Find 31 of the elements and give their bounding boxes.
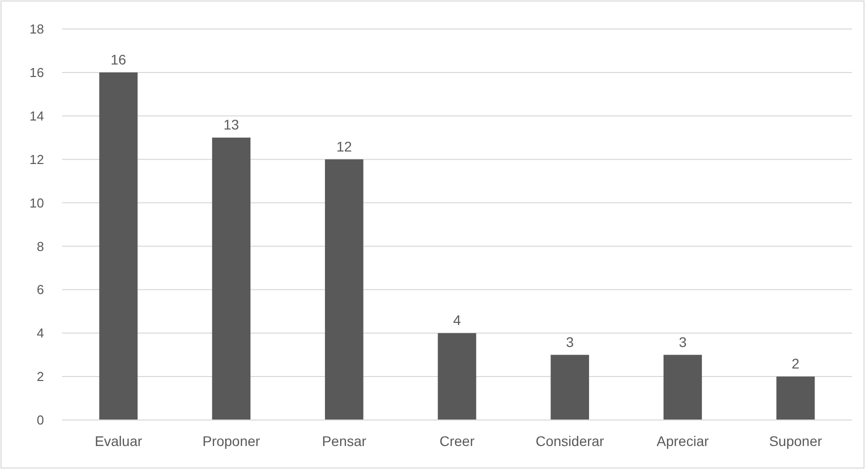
y-tick-label: 12 bbox=[30, 152, 44, 167]
data-label: 12 bbox=[336, 138, 352, 154]
x-tick-label: Apreciar bbox=[656, 433, 710, 449]
bar bbox=[550, 354, 590, 420]
y-tick-label: 8 bbox=[36, 238, 44, 254]
y-tick-label: 18 bbox=[30, 22, 44, 37]
x-tick-label: Creer bbox=[439, 433, 475, 449]
data-label: 3 bbox=[678, 334, 687, 350]
bar bbox=[212, 138, 250, 420]
y-tick-label: 6 bbox=[36, 282, 44, 298]
y-tick-label: 2 bbox=[36, 369, 44, 384]
y-tick-label: 16 bbox=[30, 64, 44, 80]
y-tick-label: 0 bbox=[36, 412, 44, 428]
data-label: 4 bbox=[453, 312, 462, 328]
data-label: 16 bbox=[110, 51, 126, 68]
y-tick-label: 4 bbox=[36, 326, 44, 341]
bar bbox=[99, 72, 138, 420]
bar bbox=[664, 354, 702, 420]
y-tick-label: 10 bbox=[30, 195, 44, 210]
x-tick-label: Suponer bbox=[769, 433, 822, 449]
x-tick-label: Proponer bbox=[202, 433, 260, 449]
y-tick-label: 14 bbox=[30, 108, 44, 124]
bar bbox=[324, 159, 364, 420]
data-label: 2 bbox=[792, 356, 800, 372]
x-tick-label: Considerar bbox=[536, 433, 604, 449]
data-label: 13 bbox=[223, 116, 240, 133]
x-tick-label: Pensar bbox=[322, 433, 367, 449]
bar bbox=[776, 376, 815, 420]
x-tick-label: Evaluar bbox=[94, 433, 142, 449]
data-label: 3 bbox=[566, 334, 574, 350]
bar bbox=[438, 333, 476, 420]
